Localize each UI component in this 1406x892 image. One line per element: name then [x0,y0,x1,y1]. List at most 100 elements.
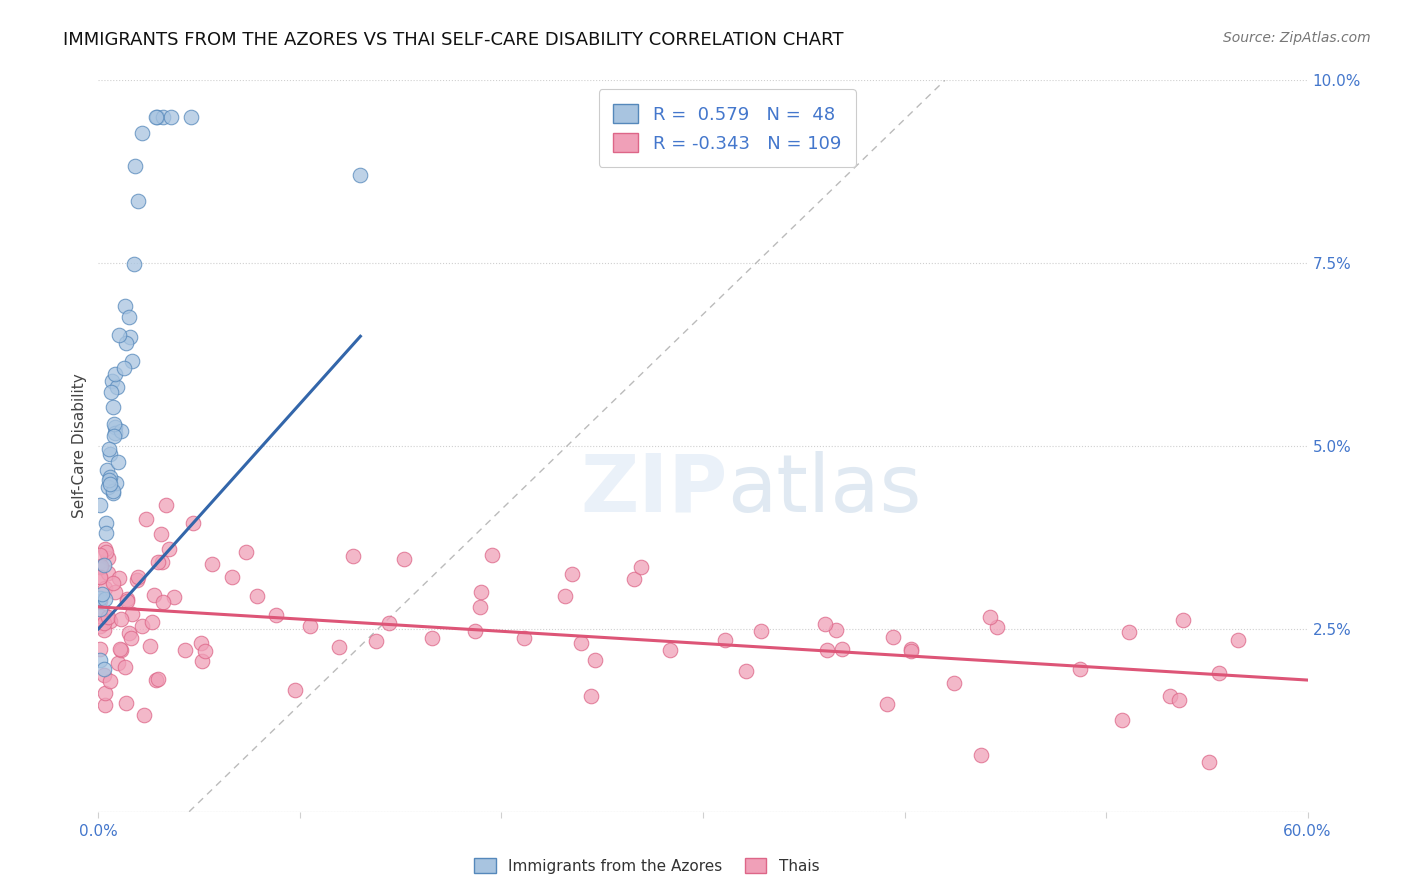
Point [481,548,503,562]
Point [139,639,162,653]
Point [90,587,112,601]
Point [246,589,269,603]
Point [815,643,838,657]
Point [98,442,121,457]
Point [749,624,772,638]
Point [623,573,645,587]
Point [876,697,898,711]
Point [194,644,217,658]
Point [93,662,115,676]
Point [103,400,125,414]
Point [97,566,120,581]
Point [342,549,364,564]
Point [235,545,257,559]
Point [107,571,129,585]
Point [190,636,212,650]
Point [513,632,536,646]
Point [160,110,183,124]
Point [98,477,121,491]
Point [115,335,138,350]
Point [120,631,142,645]
Legend: R =  0.579   N =  48, R = -0.343   N = 109: R = 0.579 N = 48, R = -0.343 N = 109 [599,89,856,167]
Point [118,626,141,640]
Point [115,591,138,606]
Point [145,673,167,688]
Point [180,110,202,124]
Text: ZIP: ZIP [579,450,727,529]
Point [114,659,136,673]
Point [89,559,111,574]
Point [127,194,149,208]
Point [714,633,737,648]
Point [554,589,576,603]
Point [97,473,120,487]
Point [118,310,141,324]
Point [392,551,415,566]
Point [103,429,125,443]
Point [104,426,127,441]
Point [89,618,111,632]
Point [814,616,837,631]
Point [134,707,156,722]
Point [114,299,136,313]
Point [104,367,127,381]
Point [464,624,486,639]
Point [89,594,111,608]
Point [96,545,118,559]
Y-axis label: Self-Care Disability: Self-Care Disability [72,374,87,518]
Point [148,555,170,569]
Point [201,557,224,571]
Point [90,558,112,573]
Point [190,654,212,668]
Point [163,591,186,605]
Point [141,615,163,629]
Point [94,698,117,713]
Point [264,608,287,623]
Point [94,592,117,607]
Point [110,424,132,438]
Point [942,676,965,690]
Point [121,354,143,368]
Point [152,110,174,124]
Point [89,652,111,666]
Point [118,330,141,344]
Point [349,169,371,183]
Point [148,672,170,686]
Point [89,499,111,513]
Point [152,594,174,608]
Point [93,558,115,573]
Point [1198,755,1220,769]
Point [824,624,846,638]
Point [100,384,122,399]
Point [107,455,129,469]
Point [150,555,173,569]
Point [979,610,1001,624]
Point [93,668,115,682]
Point [101,375,124,389]
Point [630,560,652,574]
Point [98,614,121,628]
Point [98,470,121,484]
Point [104,585,127,599]
Point [108,642,131,657]
Point [470,585,492,599]
Point [89,591,111,605]
Point [174,643,197,657]
Point [658,642,681,657]
Point [882,630,904,644]
Point [103,417,125,432]
Point [101,484,124,499]
Point [98,447,121,461]
Point [366,633,388,648]
Point [131,618,153,632]
Point [89,570,111,584]
Point [569,636,592,650]
Point [107,656,129,670]
Point [155,498,177,512]
Point [831,642,853,657]
Point [117,594,139,608]
Point [93,607,115,621]
Point [1111,713,1133,727]
Point [101,485,124,500]
Point [145,110,167,124]
